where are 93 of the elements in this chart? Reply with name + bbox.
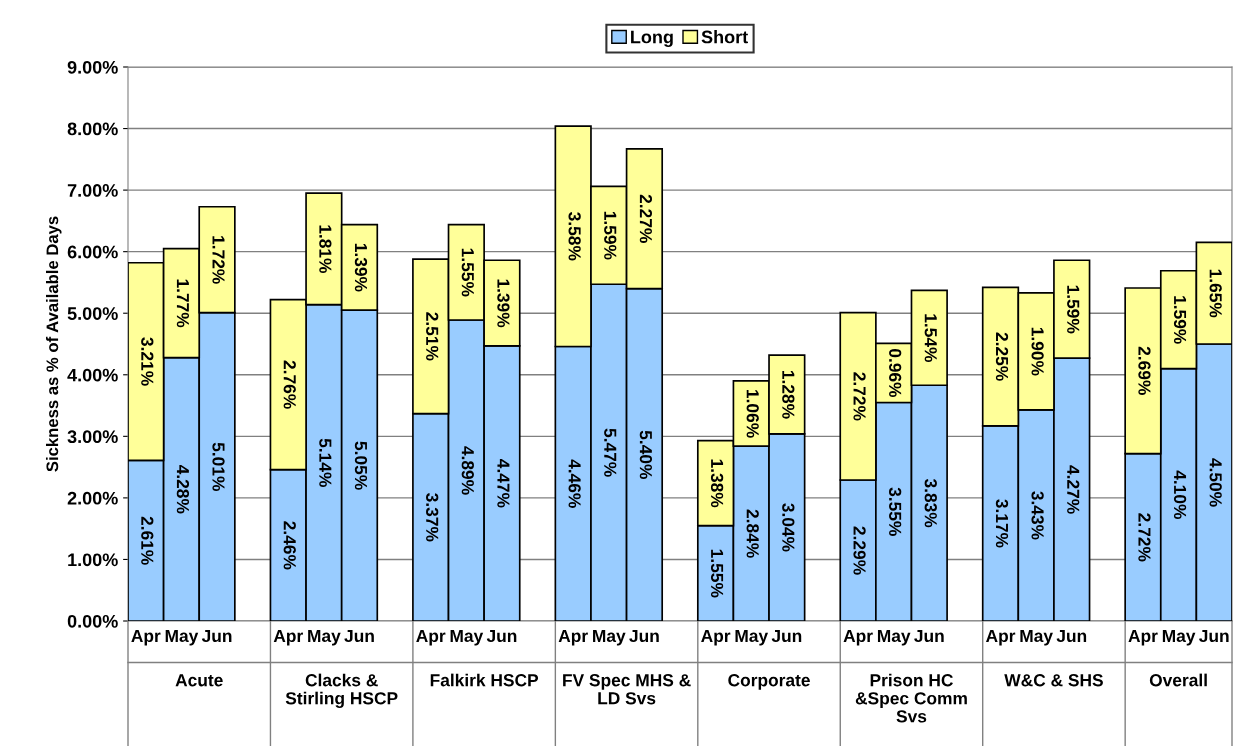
text: FV Spec MHS & LD Svs xyxy=(563,674,691,705)
data-label: 3.37% xyxy=(426,493,439,542)
data-label: 1.72% xyxy=(212,236,225,284)
data-label: 1.81% xyxy=(319,225,332,274)
data-label: 4.28% xyxy=(176,464,190,514)
y-tick-label: 2.00% xyxy=(67,491,118,505)
legend-label: Long xyxy=(631,30,673,48)
x-tick-label: May xyxy=(308,629,341,646)
data-label: 2.29% xyxy=(853,526,866,575)
data-label: 1.39% xyxy=(354,243,368,292)
x-tick-label: Apr xyxy=(131,629,161,646)
data-label: 2.27% xyxy=(639,194,653,243)
data-label: 4.46% xyxy=(568,459,581,508)
data-label: 4.47% xyxy=(497,459,510,508)
text: Prison HC &Spec Comm Svs xyxy=(855,673,967,723)
data-label: 3.43% xyxy=(1031,491,1044,540)
y-tick-label: 7.00% xyxy=(67,184,118,197)
data-label: 5.40% xyxy=(639,430,653,479)
data-label: 0.96% xyxy=(889,349,902,398)
data-label: 4.50% xyxy=(1209,458,1222,507)
x-tick-label: Jun xyxy=(914,629,944,643)
data-label: 5.01% xyxy=(212,442,225,491)
data-label: 2.61% xyxy=(141,516,154,565)
x-tick-label: Apr xyxy=(701,629,731,646)
x-tick-label: May xyxy=(1020,629,1053,646)
data-label: 1.65% xyxy=(1209,269,1222,318)
x-tick-label: May xyxy=(1162,629,1196,646)
x-tick-label: Jun xyxy=(629,629,659,643)
data-label: 2.69% xyxy=(1138,346,1151,395)
x-tick-label: Jun xyxy=(344,629,374,643)
y-tick-label: 8.00% xyxy=(67,122,118,136)
y-axis-title: Sickness as % of Available Days xyxy=(45,216,62,472)
x-tick-label: Apr xyxy=(273,629,303,646)
x-tick-label: Apr xyxy=(1128,629,1158,646)
data-label: 3.21% xyxy=(141,337,154,386)
y-tick-label: 0.00% xyxy=(67,614,118,628)
data-label: 1.54% xyxy=(924,314,937,362)
data-label: 1.59% xyxy=(604,211,617,260)
text: Corporate xyxy=(728,674,810,690)
x-tick-label: May xyxy=(735,629,769,646)
x-tick-label: May xyxy=(450,629,484,646)
data-label: 1.55% xyxy=(710,549,724,598)
x-tick-label: Jun xyxy=(1199,629,1229,643)
data-label: 2.51% xyxy=(426,312,439,361)
text: Falkirk HSCP xyxy=(430,673,539,687)
data-label: 2.25% xyxy=(995,332,1009,381)
data-label: 1.28% xyxy=(782,370,795,419)
x-tick-label: Apr xyxy=(558,629,588,646)
data-label: 1.55% xyxy=(461,248,474,297)
x-tick-label: Apr xyxy=(416,629,446,646)
data-label: 3.55% xyxy=(888,487,902,536)
data-label: 3.83% xyxy=(924,478,937,528)
data-label: 1.59% xyxy=(1067,285,1080,334)
data-label: 5.14% xyxy=(319,438,332,487)
data-label: 1.59% xyxy=(1173,296,1187,344)
data-label: 1.39% xyxy=(497,279,510,328)
y-tick-label: 3.00% xyxy=(67,430,118,444)
data-label: 3.17% xyxy=(995,499,1009,548)
data-label: 2.72% xyxy=(1138,513,1151,562)
x-tick-label: Jun xyxy=(486,629,517,643)
data-label: 1.06% xyxy=(746,390,759,438)
text: Acute xyxy=(175,674,223,687)
y-tick-label: 5.00% xyxy=(67,307,118,320)
y-tick-label: 6.00% xyxy=(67,245,118,259)
x-tick-label: Apr xyxy=(843,629,873,646)
data-label: 4.89% xyxy=(461,446,474,495)
data-label: 4.10% xyxy=(1173,470,1187,519)
data-label: 2.76% xyxy=(283,360,296,409)
x-tick-label: Jun xyxy=(1056,629,1087,643)
data-label: 4.27% xyxy=(1067,465,1080,514)
text: W&C & SHS xyxy=(1004,674,1103,687)
data-label: 1.38% xyxy=(710,459,724,508)
y-tick-label: 1.00% xyxy=(68,553,118,567)
x-tick-label: Apr xyxy=(986,629,1016,646)
data-label: 2.84% xyxy=(746,509,759,558)
y-tick-label: 4.00% xyxy=(67,368,118,382)
x-tick-label: May xyxy=(877,629,911,646)
data-label: 3.58% xyxy=(568,212,581,261)
x-tick-label: May xyxy=(165,629,199,646)
data-label: 2.46% xyxy=(283,521,296,570)
data-label: 5.05% xyxy=(354,441,368,490)
x-tick-label: May xyxy=(593,629,626,646)
x-tick-label: Jun xyxy=(201,629,232,643)
text: Overall xyxy=(1149,673,1207,687)
x-tick-label: Jun xyxy=(771,629,802,643)
data-label: 3.04% xyxy=(782,503,795,552)
data-label: 1.77% xyxy=(176,279,190,328)
legend-label: Short xyxy=(701,30,748,44)
y-tick-label: 9.00% xyxy=(67,60,118,74)
text: Clacks & Stirling HSCP xyxy=(285,673,398,708)
data-label: 1.90% xyxy=(1031,327,1044,376)
data-label: 2.72% xyxy=(853,372,866,421)
data-label: 5.47% xyxy=(604,428,617,477)
